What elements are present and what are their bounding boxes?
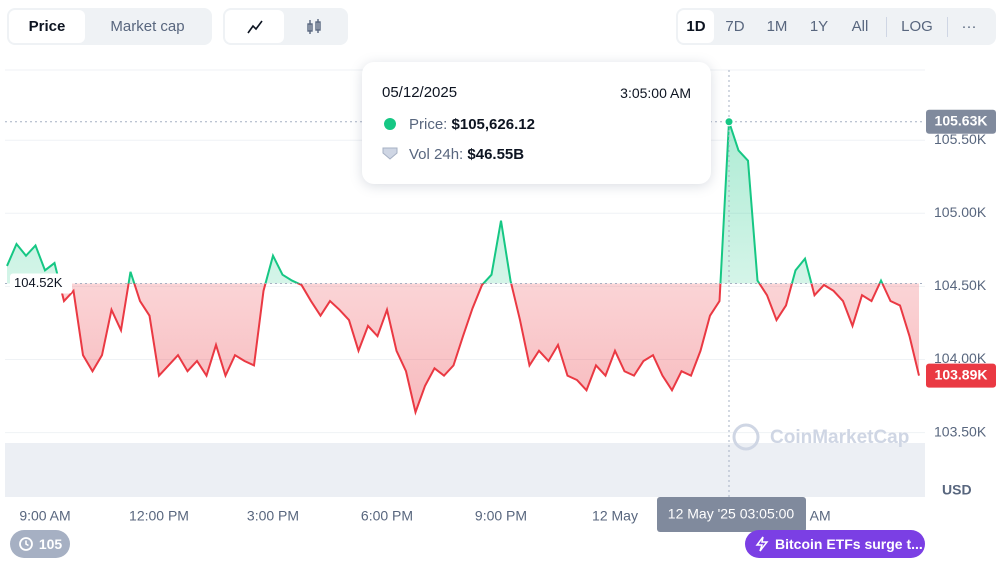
watermark: CoinMarketCap (770, 427, 909, 448)
volume-label: Vol 24h: (409, 146, 464, 163)
x-tick-label: 6:00 PM (361, 508, 413, 524)
crosshair-time-label: 12 May '25 03:05:00 (668, 506, 795, 522)
range-toggle: 1D 7D 1M 1Y All LOG ··· (676, 8, 996, 45)
hover-point (724, 117, 734, 127)
hover-price-box (926, 109, 996, 134)
volume-band (5, 443, 925, 497)
news-text: Bitcoin ETFs surge t... (775, 536, 923, 552)
tooltip-volume-row: Vol 24h: $46.55B (409, 146, 524, 163)
last-price-box (926, 363, 996, 388)
y-tick-label: 104.00K (934, 350, 987, 366)
range-7d[interactable]: 7D (725, 18, 745, 35)
more-button[interactable]: ··· (961, 18, 977, 35)
price-value: $105,626.12 (451, 116, 535, 133)
area-above (7, 121, 919, 284)
x-tick-label: 9:00 AM (19, 508, 70, 524)
bolt-icon (755, 536, 769, 552)
volume-value: $46.55B (467, 146, 525, 163)
candle-icon (307, 18, 321, 34)
hover-price-label: 105.63K (935, 112, 988, 128)
tooltip-date: 05/12/2025 (382, 84, 458, 101)
line-style-button[interactable] (225, 10, 284, 43)
chart-style-toggle (223, 8, 348, 45)
range-1d[interactable]: 1D (678, 10, 714, 43)
baseline-label-box (10, 273, 72, 294)
x-tick-label: 12 May (592, 508, 638, 524)
range-1y[interactable]: 1Y (809, 18, 829, 35)
x-tick-label: 9:00 PM (475, 508, 527, 524)
y-tick-label: 105.50K (934, 131, 987, 147)
y-tick-label: 105.00K (934, 204, 987, 220)
y-tick-label: 103.50K (934, 423, 987, 439)
history-icon (18, 537, 33, 551)
tooltip-time: 3:05:00 AM (620, 85, 691, 101)
y-tick-label: 104.50K (934, 277, 987, 293)
area-below (7, 283, 919, 413)
history-badge[interactable]: 105 (10, 530, 70, 558)
last-price-label: 103.89K (935, 366, 988, 382)
y-unit-label: USD (942, 482, 972, 498)
view-toggle: Price Market cap (7, 8, 212, 45)
candle-style-button[interactable] (284, 10, 344, 43)
crosshair-time-box (657, 497, 806, 532)
price-dot (384, 118, 396, 130)
volume-icon (382, 147, 398, 160)
range-1m[interactable]: 1M (766, 18, 788, 35)
line-below (58, 283, 920, 416)
separator (886, 16, 887, 37)
badge-count: 105 (38, 536, 63, 552)
price-tab[interactable]: Price (9, 10, 85, 43)
baseline-label: 104.52K (14, 275, 63, 290)
range-all[interactable]: All (851, 18, 869, 35)
watermark-logo (732, 423, 760, 451)
tooltip: 05/12/2025 3:05:00 AM Price: $105,626.12… (362, 62, 711, 184)
x-tick-label: 3:00 PM (247, 508, 299, 524)
price-label: Price: (409, 116, 448, 133)
separator (947, 16, 948, 37)
log-button[interactable]: LOG (901, 18, 933, 35)
x-tick-label: 12:00 PM (129, 508, 189, 524)
market-cap-tab[interactable]: Market cap (110, 18, 185, 35)
news-pill[interactable]: Bitcoin ETFs surge t... (745, 530, 925, 558)
line-icon (246, 20, 263, 33)
tooltip-price-row: Price: $105,626.12 (409, 116, 535, 133)
